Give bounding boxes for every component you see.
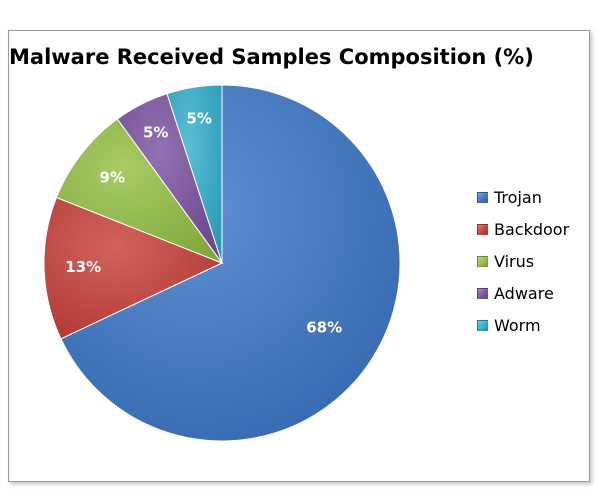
pie-slice-virus bbox=[55, 118, 224, 265]
data-label-backdoor: 13% bbox=[65, 258, 101, 276]
legend-label: Virus bbox=[494, 251, 535, 271]
legend-swatch bbox=[477, 223, 488, 235]
data-label-virus: 9% bbox=[100, 168, 125, 186]
legend-item-trojan: Trojan bbox=[477, 181, 597, 213]
pie-chart: 68% 13% 9% 5% 5% bbox=[43, 84, 401, 442]
legend: Trojan Backdoor Virus Adware Worm bbox=[477, 181, 597, 341]
pie-slice-backdoor bbox=[43, 196, 224, 340]
legend-swatch bbox=[477, 319, 488, 331]
legend-label: Backdoor bbox=[494, 219, 570, 239]
legend-swatch bbox=[477, 191, 488, 203]
data-label-worm: 5% bbox=[186, 109, 211, 127]
legend-swatch bbox=[477, 255, 488, 267]
legend-item-worm: Worm bbox=[477, 309, 597, 341]
legend-label: Adware bbox=[494, 283, 554, 303]
legend-label: Worm bbox=[494, 315, 541, 335]
chart-title: Malware Received Samples Composition (%) bbox=[9, 45, 534, 69]
chart-frame: Malware Received Samples Composition (%)… bbox=[8, 30, 590, 482]
pie-slice-trojan bbox=[60, 84, 401, 442]
data-label-adware: 5% bbox=[143, 123, 168, 141]
legend-item-backdoor: Backdoor bbox=[477, 213, 597, 245]
legend-label: Trojan bbox=[494, 187, 542, 207]
data-label-trojan: 68% bbox=[306, 318, 342, 336]
legend-item-adware: Adware bbox=[477, 277, 597, 309]
pie-slice-worm bbox=[166, 84, 223, 264]
legend-swatch bbox=[477, 287, 488, 299]
legend-item-virus: Virus bbox=[477, 245, 597, 277]
